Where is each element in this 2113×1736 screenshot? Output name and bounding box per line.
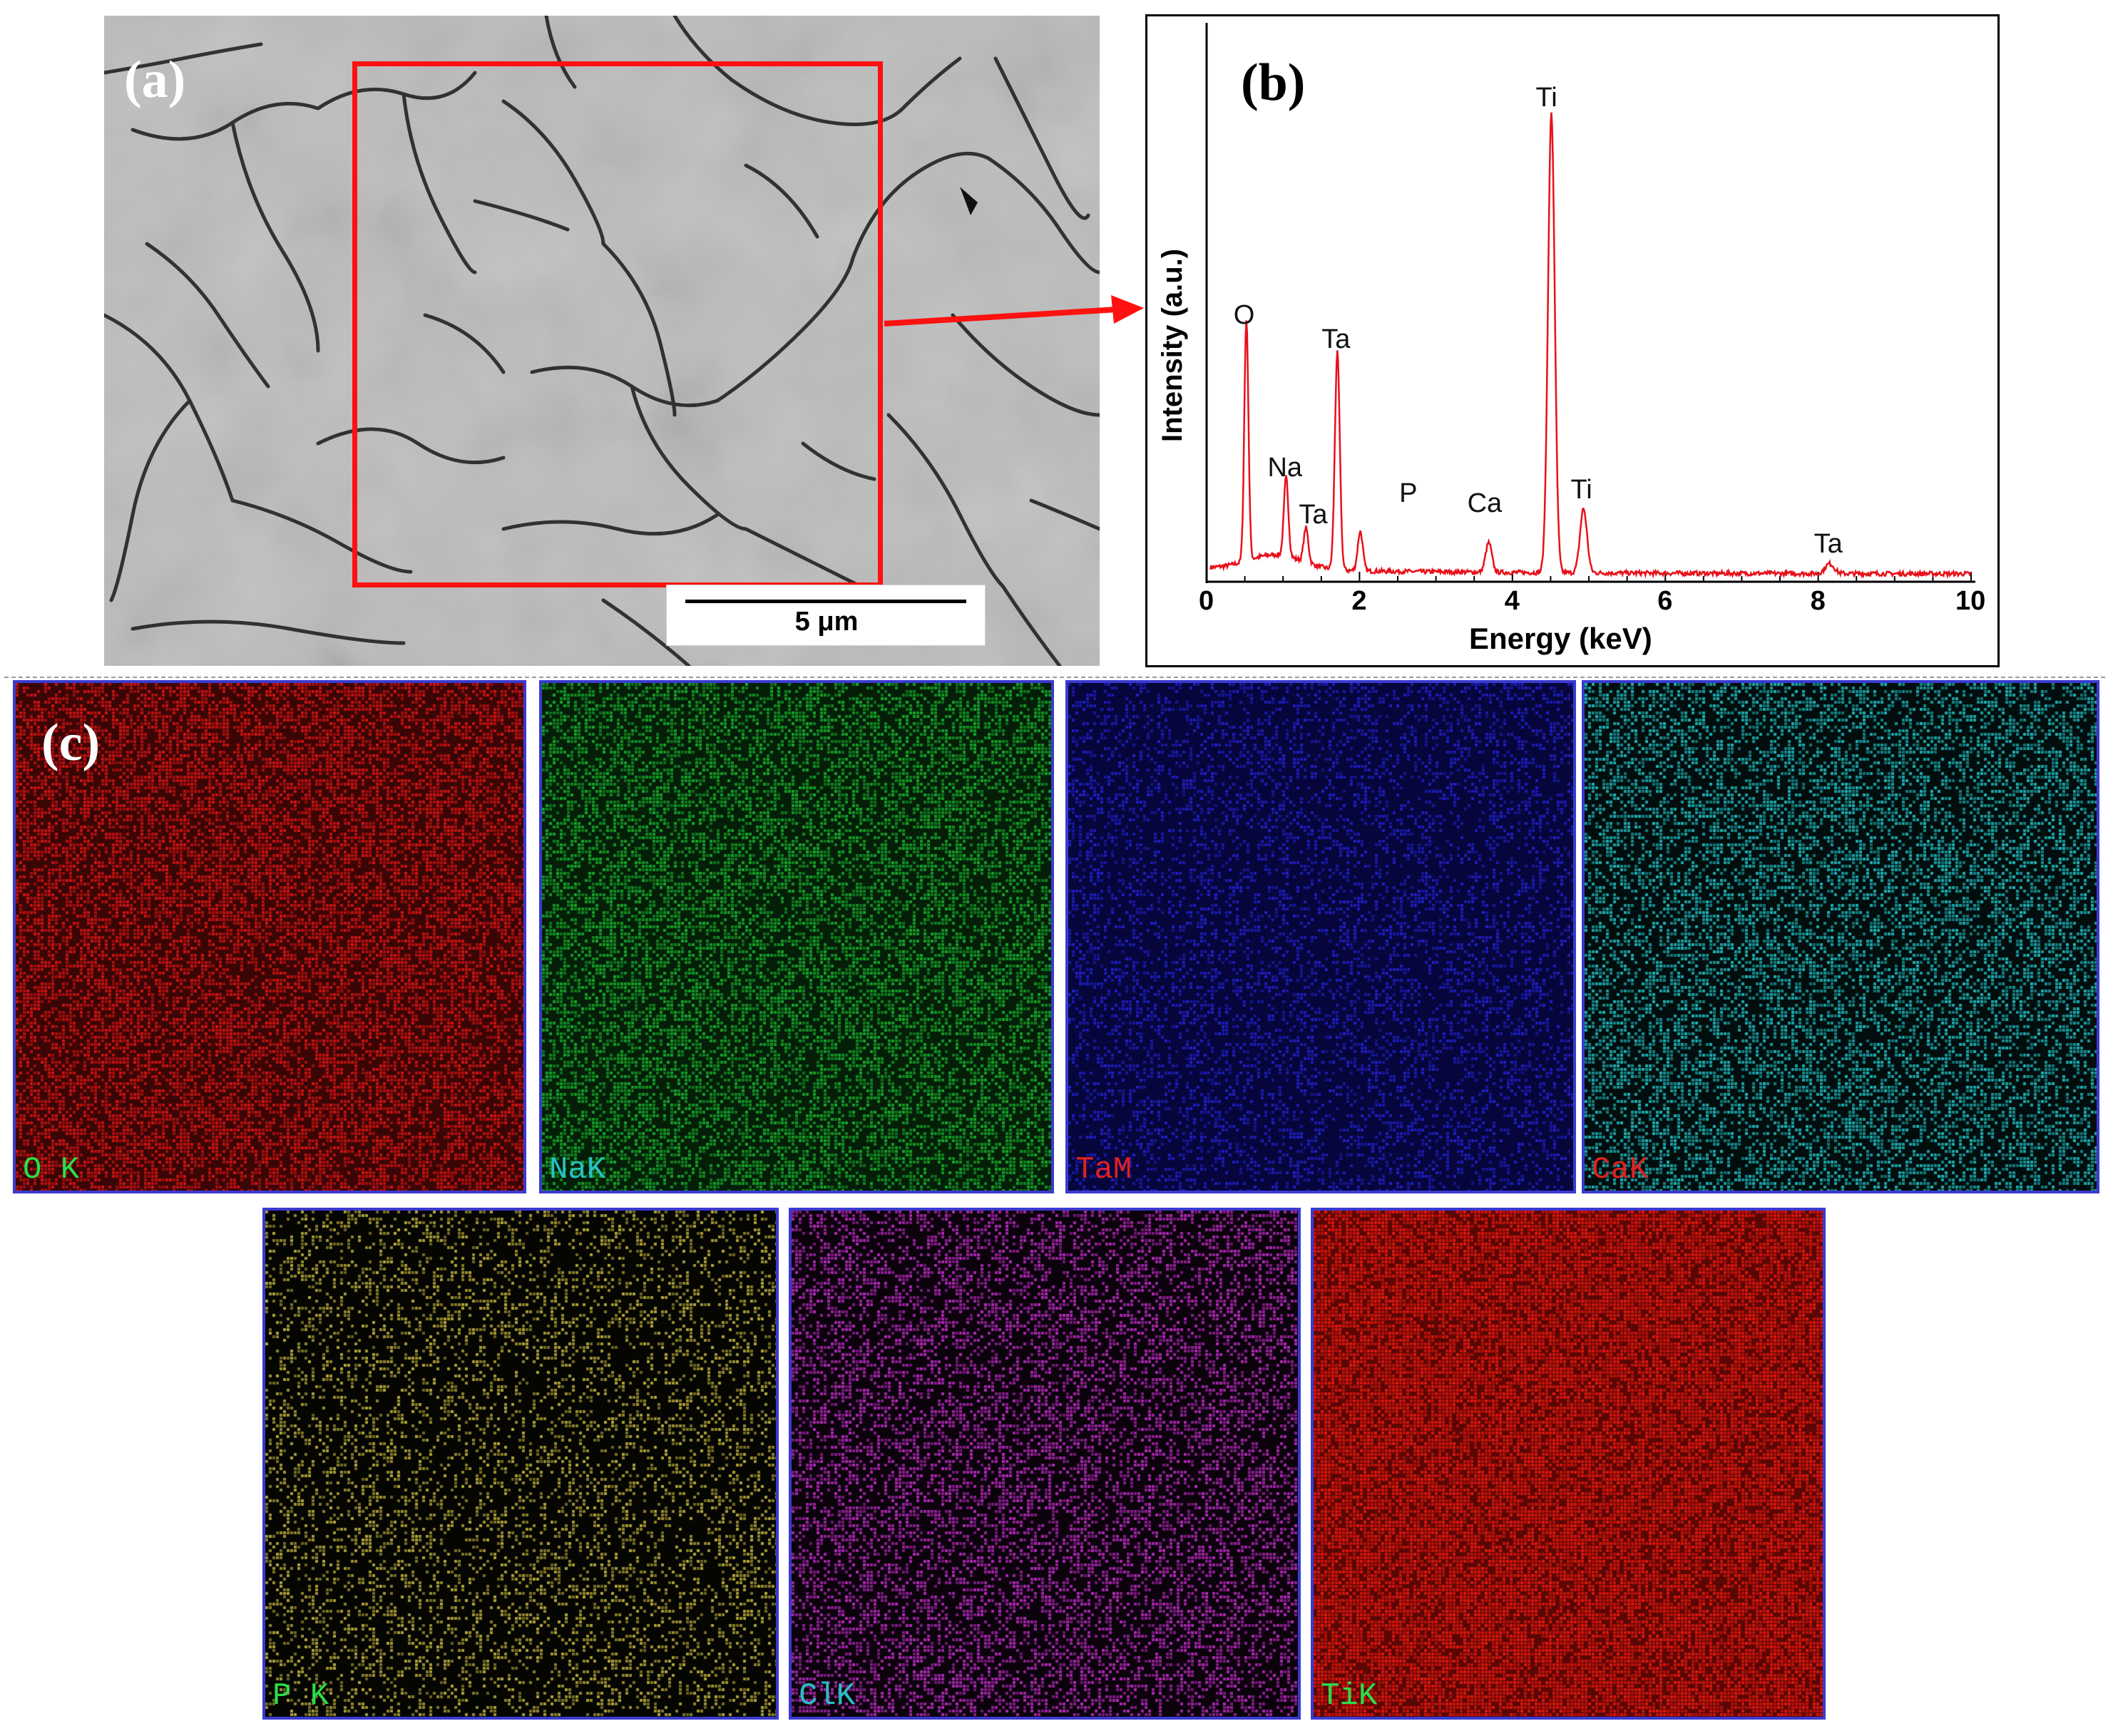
elemental-map: O K (13, 680, 526, 1193)
x-ticks (1206, 572, 1972, 582)
peak-label: Ta (1813, 528, 1843, 559)
elemental-map: CaK (1582, 680, 2099, 1193)
peak-label: Ca (1467, 488, 1503, 518)
elemental-map: ClK (789, 1208, 1301, 1720)
map-dots (265, 1211, 776, 1717)
peak-label: O (1233, 299, 1255, 330)
map-label: CaK (1592, 1152, 1649, 1188)
map-label: ClK (799, 1678, 856, 1714)
sem-cracks (104, 16, 1100, 666)
peak-label: P (1399, 478, 1418, 509)
x-tick-label: 0 (1199, 586, 1214, 616)
eds-spectrum-plot (1205, 23, 1975, 583)
map-label: TaM (1075, 1152, 1132, 1188)
spectrum-series-line (1209, 112, 1972, 580)
peak-label: Na (1267, 452, 1303, 483)
peak-label: Ta (1321, 324, 1351, 355)
x-axis-label: Energy (keV) (1469, 622, 1652, 655)
map-dots (1314, 1211, 1823, 1717)
peak-label: Ti (1535, 83, 1557, 113)
peak-label: Ta (1299, 500, 1328, 530)
eds-spectrum-frame (1145, 14, 2000, 667)
x-tick-label: 6 (1657, 586, 1673, 616)
map-label: O K (23, 1152, 80, 1188)
map-dots (16, 683, 523, 1191)
elemental-map: P K (262, 1208, 779, 1720)
panel-c-letter: (c) (41, 714, 101, 772)
map-label: P K (272, 1678, 329, 1714)
arrow-icon (884, 295, 1144, 327)
elemental-map: TaM (1065, 680, 1576, 1193)
sem-image (104, 16, 1100, 666)
panel-b-letter: (b) (1241, 53, 1306, 112)
scale-bar-line (685, 600, 966, 603)
elemental-map: NaK (539, 680, 1054, 1193)
map-dots (1585, 683, 2097, 1191)
scale-bar-box: 5 μm (666, 585, 986, 646)
map-label: NaK (549, 1152, 606, 1188)
x-tick-label: 4 (1504, 586, 1520, 616)
map-dots (542, 683, 1051, 1191)
x-tick-label: 2 (1351, 586, 1367, 616)
scale-bar-label: 5 μm (794, 607, 859, 637)
panel-a-letter: (a) (124, 51, 186, 109)
map-label: TiK (1321, 1678, 1378, 1714)
x-tick-label: 8 (1810, 586, 1826, 616)
panel-divider (4, 677, 2108, 678)
map-dots (792, 1211, 1298, 1717)
x-tick-label: 10 (1955, 586, 1986, 616)
map-dots (1068, 683, 1573, 1191)
elemental-map: TiK (1311, 1208, 1826, 1720)
roi-rectangle (352, 61, 883, 587)
peak-label: Ti (1570, 474, 1592, 505)
